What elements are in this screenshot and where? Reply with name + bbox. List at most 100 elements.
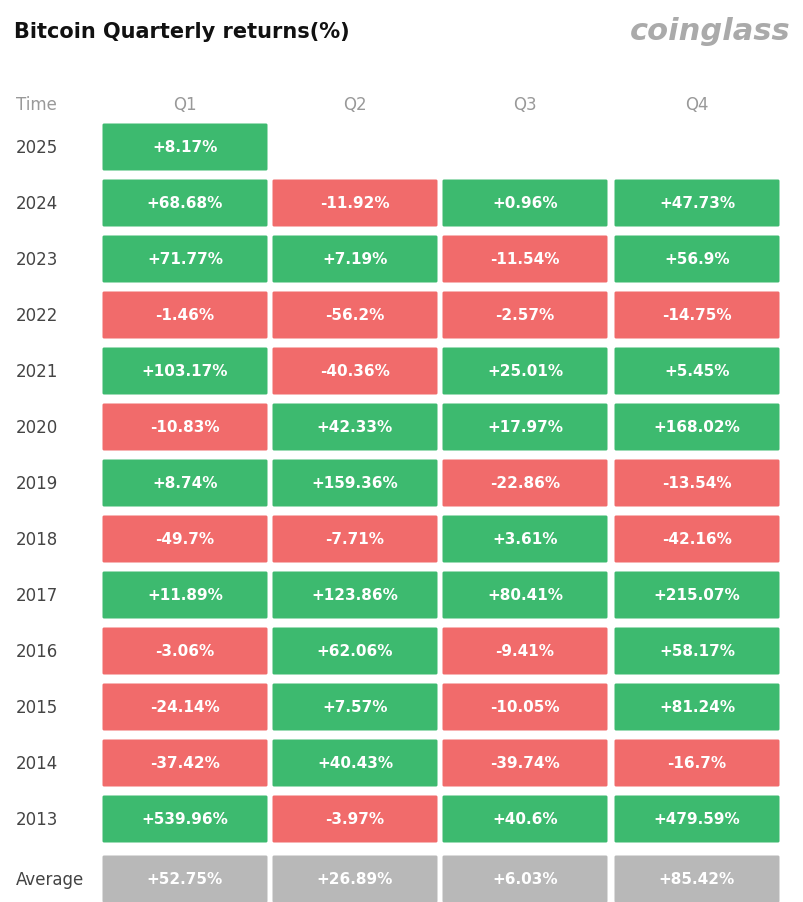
Text: -11.92%: -11.92% bbox=[320, 197, 389, 211]
Text: -39.74%: -39.74% bbox=[490, 756, 559, 770]
FancyBboxPatch shape bbox=[442, 740, 607, 787]
Text: -24.14%: -24.14% bbox=[150, 700, 219, 714]
Text: -56.2%: -56.2% bbox=[325, 308, 384, 323]
Text: 2020: 2020 bbox=[16, 419, 58, 437]
Text: 2016: 2016 bbox=[16, 642, 58, 660]
FancyBboxPatch shape bbox=[272, 684, 437, 731]
FancyBboxPatch shape bbox=[102, 124, 267, 171]
FancyBboxPatch shape bbox=[442, 404, 607, 451]
Text: 2015: 2015 bbox=[16, 698, 58, 716]
Text: -42.16%: -42.16% bbox=[661, 532, 731, 547]
FancyBboxPatch shape bbox=[272, 628, 437, 675]
Text: 2017: 2017 bbox=[16, 586, 58, 604]
FancyBboxPatch shape bbox=[442, 236, 607, 283]
FancyBboxPatch shape bbox=[272, 180, 437, 227]
FancyBboxPatch shape bbox=[613, 404, 779, 451]
Text: -11.54%: -11.54% bbox=[490, 253, 559, 267]
FancyBboxPatch shape bbox=[613, 236, 779, 283]
Text: +81.24%: +81.24% bbox=[658, 700, 734, 714]
FancyBboxPatch shape bbox=[102, 292, 267, 339]
Text: +7.57%: +7.57% bbox=[322, 700, 387, 714]
Text: +8.17%: +8.17% bbox=[152, 141, 218, 155]
FancyBboxPatch shape bbox=[272, 292, 437, 339]
Text: +159.36%: +159.36% bbox=[312, 476, 397, 491]
FancyBboxPatch shape bbox=[102, 404, 267, 451]
Text: -37.42%: -37.42% bbox=[150, 756, 220, 770]
FancyBboxPatch shape bbox=[442, 348, 607, 395]
Text: +58.17%: +58.17% bbox=[658, 644, 734, 658]
Text: +85.42%: +85.42% bbox=[658, 871, 734, 887]
Text: Bitcoin Quarterly returns(%): Bitcoin Quarterly returns(%) bbox=[14, 22, 349, 42]
Text: 2022: 2022 bbox=[16, 307, 59, 325]
FancyBboxPatch shape bbox=[613, 180, 779, 227]
Text: +71.77%: +71.77% bbox=[147, 253, 222, 267]
FancyBboxPatch shape bbox=[442, 180, 607, 227]
FancyBboxPatch shape bbox=[102, 628, 267, 675]
FancyBboxPatch shape bbox=[613, 572, 779, 619]
Text: +52.75%: +52.75% bbox=[147, 871, 223, 887]
FancyBboxPatch shape bbox=[102, 572, 267, 619]
FancyBboxPatch shape bbox=[102, 348, 267, 395]
Text: 2021: 2021 bbox=[16, 363, 59, 381]
Text: -22.86%: -22.86% bbox=[489, 476, 560, 491]
Text: +17.97%: +17.97% bbox=[487, 420, 562, 435]
Text: 2018: 2018 bbox=[16, 530, 58, 548]
Text: 2024: 2024 bbox=[16, 195, 58, 213]
FancyBboxPatch shape bbox=[442, 572, 607, 619]
Text: +40.6%: +40.6% bbox=[491, 812, 557, 826]
Text: 2019: 2019 bbox=[16, 474, 58, 492]
Text: 2023: 2023 bbox=[16, 251, 59, 269]
Text: -1.46%: -1.46% bbox=[155, 308, 214, 323]
FancyBboxPatch shape bbox=[442, 856, 607, 902]
Text: -40.36%: -40.36% bbox=[320, 364, 389, 379]
Text: -10.83%: -10.83% bbox=[150, 420, 219, 435]
FancyBboxPatch shape bbox=[613, 740, 779, 787]
FancyBboxPatch shape bbox=[102, 180, 267, 227]
Text: +26.89%: +26.89% bbox=[316, 871, 393, 887]
Text: +40.43%: +40.43% bbox=[316, 756, 393, 770]
Text: Q1: Q1 bbox=[173, 96, 197, 114]
FancyBboxPatch shape bbox=[272, 236, 437, 283]
Text: Q2: Q2 bbox=[343, 96, 366, 114]
Text: +123.86%: +123.86% bbox=[312, 588, 398, 603]
Text: -9.41%: -9.41% bbox=[495, 644, 554, 658]
FancyBboxPatch shape bbox=[613, 516, 779, 563]
Text: +42.33%: +42.33% bbox=[316, 420, 393, 435]
FancyBboxPatch shape bbox=[613, 796, 779, 842]
Text: -7.71%: -7.71% bbox=[325, 532, 384, 547]
Text: +539.96%: +539.96% bbox=[141, 812, 228, 826]
Text: +11.89%: +11.89% bbox=[147, 588, 222, 603]
FancyBboxPatch shape bbox=[613, 348, 779, 395]
FancyBboxPatch shape bbox=[442, 684, 607, 731]
Text: 2013: 2013 bbox=[16, 810, 59, 828]
FancyBboxPatch shape bbox=[102, 460, 267, 507]
Text: Q3: Q3 bbox=[512, 96, 536, 114]
FancyBboxPatch shape bbox=[102, 796, 267, 842]
FancyBboxPatch shape bbox=[272, 740, 437, 787]
FancyBboxPatch shape bbox=[613, 628, 779, 675]
FancyBboxPatch shape bbox=[613, 460, 779, 507]
Text: +6.03%: +6.03% bbox=[491, 871, 557, 887]
Text: -16.7%: -16.7% bbox=[666, 756, 726, 770]
Text: -3.06%: -3.06% bbox=[155, 644, 214, 658]
FancyBboxPatch shape bbox=[442, 292, 607, 339]
FancyBboxPatch shape bbox=[613, 292, 779, 339]
Text: 2025: 2025 bbox=[16, 139, 58, 157]
Text: +479.59%: +479.59% bbox=[653, 812, 740, 826]
FancyBboxPatch shape bbox=[442, 628, 607, 675]
Text: coinglass: coinglass bbox=[629, 17, 789, 46]
FancyBboxPatch shape bbox=[442, 796, 607, 842]
Text: +68.68%: +68.68% bbox=[147, 197, 223, 211]
FancyBboxPatch shape bbox=[102, 516, 267, 563]
Text: +168.02%: +168.02% bbox=[653, 420, 740, 435]
FancyBboxPatch shape bbox=[272, 796, 437, 842]
Text: +47.73%: +47.73% bbox=[658, 197, 734, 211]
Text: Q4: Q4 bbox=[684, 96, 708, 114]
FancyBboxPatch shape bbox=[102, 684, 267, 731]
FancyBboxPatch shape bbox=[272, 516, 437, 563]
FancyBboxPatch shape bbox=[272, 460, 437, 507]
FancyBboxPatch shape bbox=[102, 856, 267, 902]
Text: Average: Average bbox=[16, 870, 84, 888]
FancyBboxPatch shape bbox=[272, 856, 437, 902]
Text: -49.7%: -49.7% bbox=[155, 532, 214, 547]
